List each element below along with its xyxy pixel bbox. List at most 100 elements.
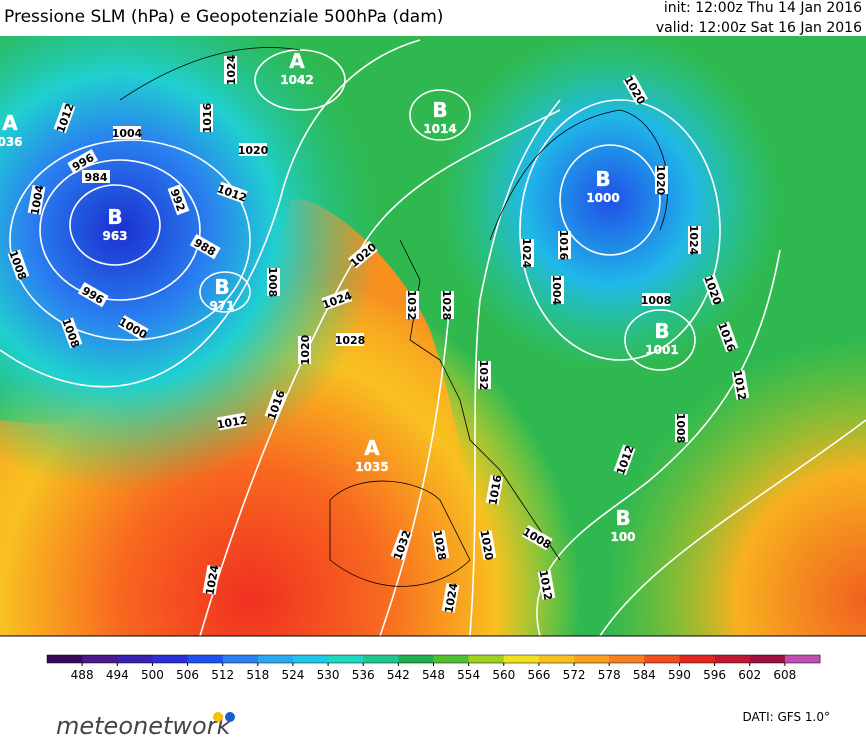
colorbar-label: 542 xyxy=(387,668,410,682)
center-value: 1000 xyxy=(586,191,619,205)
isobar-label: 1008 xyxy=(674,413,687,444)
isobar-label: 1024 xyxy=(225,54,238,85)
isobar-label: 1020 xyxy=(654,165,667,196)
isobar-label: 1020 xyxy=(238,144,269,157)
label-bg xyxy=(264,389,287,421)
colorbar-label: 518 xyxy=(246,668,269,682)
isobar-label-box: 1032 xyxy=(477,360,491,391)
isobar-label-box: 1020 xyxy=(477,529,497,562)
isobar-label-box: 1024 xyxy=(224,54,238,85)
isobar-label: 1012 xyxy=(536,569,554,601)
isobar-label-box: 1008 xyxy=(641,293,672,307)
center-value: 1035 xyxy=(355,460,388,474)
isobar-label: 1016 xyxy=(201,102,214,133)
isobar-label: 1008 xyxy=(641,294,672,307)
center-kind: B xyxy=(595,167,610,191)
isobar-label-box: 1024 xyxy=(687,225,701,256)
label-bg xyxy=(82,170,110,183)
isobar-label-box: 1016 xyxy=(557,230,571,261)
colorbar-segment xyxy=(538,655,575,663)
isobar-label-box: 1020 xyxy=(298,334,312,365)
label-bg xyxy=(298,336,311,364)
isobar-label-box: 1004 xyxy=(27,184,47,217)
colorbar-label: 560 xyxy=(492,668,515,682)
isobar-label-box: 1012 xyxy=(216,412,248,432)
isobar-label-box: 1016 xyxy=(200,102,214,133)
isobar-label: 1032 xyxy=(477,360,490,391)
colorbar-label: 608 xyxy=(773,668,796,682)
isobar-label-box: 1020 xyxy=(654,165,668,196)
colorbar-segment xyxy=(644,655,680,663)
center-kind: B xyxy=(432,98,447,122)
label-bg xyxy=(478,529,497,560)
colorbar-label: 500 xyxy=(141,668,164,682)
isobar-label-box: 1008 xyxy=(674,413,688,444)
center-value: 036 xyxy=(0,135,23,149)
colorbar-segment xyxy=(714,655,751,663)
logo-dot xyxy=(225,712,235,722)
label-bg xyxy=(716,321,739,353)
isobar-label: 1024 xyxy=(520,238,533,269)
center-kind: A xyxy=(2,111,18,135)
colorbar-label: 530 xyxy=(317,668,340,682)
label-bg xyxy=(27,184,46,215)
colorbar-label: 566 xyxy=(527,668,550,682)
colorbar-segment xyxy=(784,655,821,663)
colorbar-label: 596 xyxy=(703,668,726,682)
label-bg xyxy=(239,143,267,156)
isobar-label-box: 1020 xyxy=(238,143,269,157)
center-kind: B xyxy=(107,205,122,229)
isobar-label: 1004 xyxy=(28,184,46,217)
label-bg xyxy=(167,184,190,216)
label-bg xyxy=(202,564,221,595)
label-bg xyxy=(117,314,149,341)
isobar-label: 1020 xyxy=(477,529,495,562)
label-bg xyxy=(113,126,141,139)
center-value: 1014 xyxy=(423,122,456,136)
colorbar-segment xyxy=(328,655,364,663)
isobar-label: 1024 xyxy=(687,225,700,256)
label-bg xyxy=(537,569,556,600)
label-bg xyxy=(53,102,76,134)
label-bg xyxy=(642,293,670,306)
isobar-label-box: 1016 xyxy=(485,474,505,507)
colorbar-segment xyxy=(749,655,786,663)
colorbar-label: 572 xyxy=(563,668,586,682)
isobar-label-box: 1032 xyxy=(405,290,419,320)
colorbar-segment xyxy=(398,655,434,663)
isobar-label: 1008 xyxy=(266,267,279,298)
label-bg xyxy=(224,56,237,84)
center-kind: A xyxy=(364,436,380,460)
isobar-label: 1024 xyxy=(203,564,221,597)
colorbar-label: 548 xyxy=(422,668,445,682)
label-bg xyxy=(77,281,109,308)
label-bg xyxy=(216,412,247,431)
center-kind: B xyxy=(214,275,229,299)
logo-dot xyxy=(213,712,223,722)
colorbar-segment xyxy=(187,655,224,663)
label-bg xyxy=(688,226,701,254)
isobar-label: 1028 xyxy=(335,334,366,347)
center-value: 1042 xyxy=(280,73,313,87)
isobar-label: 1012 xyxy=(730,369,748,401)
label-bg xyxy=(731,369,750,400)
isobar-label-box: 1024 xyxy=(520,238,534,269)
isobar-label: 1016 xyxy=(486,474,504,507)
brand: meteonetwork xyxy=(56,712,232,738)
label-bg xyxy=(441,582,460,613)
colorbar-segment xyxy=(152,655,189,663)
colorbar-label: 584 xyxy=(633,668,656,682)
label-bg xyxy=(431,529,450,560)
init-time: init: 12:00z Thu 14 Jan 2016 xyxy=(664,0,862,16)
label-bg xyxy=(60,317,83,349)
label-bg xyxy=(336,333,364,346)
isobar-label-box: 1028 xyxy=(335,333,366,347)
label-bg xyxy=(521,239,534,267)
isobar-label: 1028 xyxy=(430,529,448,561)
label-bg xyxy=(485,474,504,505)
colorbar-label: 554 xyxy=(457,668,480,682)
colorbar-label: 494 xyxy=(106,668,129,682)
center-value: 963 xyxy=(102,229,127,243)
